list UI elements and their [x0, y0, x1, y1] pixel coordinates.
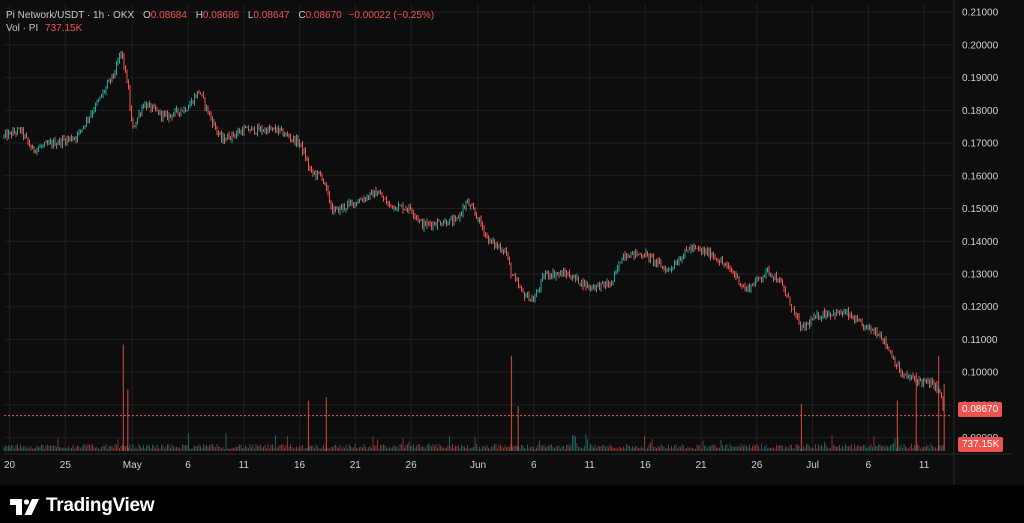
volume-bars: [3, 344, 945, 451]
time-tick-label: 11: [919, 460, 930, 471]
price-tick-label: 0.11000: [962, 335, 998, 346]
price-tick-label: 0.20000: [962, 40, 999, 51]
price-tick-label: 0.18000: [962, 106, 999, 117]
last-price-badge: 0.08670: [958, 402, 1003, 417]
time-tick-label: 26: [406, 460, 418, 471]
time-tick-label: 21: [350, 460, 362, 471]
price-tick-label: 0.17000: [962, 139, 999, 150]
price-tick-label: 0.19000: [962, 73, 999, 84]
chart-legend: Pi Network/USDT · 1h · OKX O0.08684 H0.0…: [6, 9, 434, 35]
legend-change: −0.00022 (−0.25%): [348, 10, 435, 21]
price-tick-label: 0.21000: [962, 8, 999, 19]
price-axis[interactable]: 0.21000 0.20000 0.19000 0.18000 0.17000 0.160…: [962, 8, 999, 444]
time-tick-label: 6: [866, 460, 872, 471]
time-tick-label: 11: [239, 460, 250, 471]
time-tick-label: 11: [584, 460, 595, 471]
time-tick-label: 6: [531, 460, 537, 471]
legend-high-value: 0.08686: [202, 10, 240, 21]
legend-ohlc-row: Pi Network/USDT · 1h · OKX O0.08684 H0.0…: [6, 9, 434, 22]
time-tick-label: 25: [60, 460, 72, 471]
brand-name: TradingView: [46, 495, 155, 516]
price-tick-label: 0.10000: [962, 368, 999, 379]
time-tick-label: 26: [751, 460, 763, 471]
time-tick-label: 6: [185, 460, 191, 471]
legend-open-value: 0.08684: [150, 10, 187, 21]
time-axis[interactable]: 20 25 May 6 11 16 21 26 Jun 6 11 16 21 26 Jul 6 11: [4, 460, 930, 471]
tradingview-brand[interactable]: TradingView: [10, 493, 155, 519]
legend-volume-label: Vol · PI: [6, 23, 39, 34]
legend-close-value: 0.08670: [305, 10, 342, 21]
time-tick-label: May: [123, 460, 142, 471]
price-tick-label: 0.13000: [962, 269, 999, 280]
price-tick-label: 0.14000: [962, 237, 999, 248]
legend-low-value: 0.08647: [253, 10, 290, 21]
chart-frame[interactable]: 0.21000 0.20000 0.19000 0.18000 0.17000 0.160…: [0, 0, 1024, 485]
time-tick-label: 20: [4, 460, 16, 471]
legend-volume-value: 737.15K: [45, 23, 83, 34]
legend-open-label: O: [142, 10, 151, 21]
time-tick-label: 16: [294, 460, 306, 471]
price-tick-label: 0.12000: [962, 302, 999, 313]
legend-symbol: Pi Network/USDT · 1h · OKX: [6, 10, 135, 21]
legend-close-label: C: [298, 10, 306, 21]
time-tick-label: Jun: [470, 460, 486, 471]
tradingview-logo-icon: [10, 499, 39, 515]
chart-canvas[interactable]: 0.21000 0.20000 0.19000 0.18000 0.17000 0.160…: [0, 0, 1024, 485]
time-tick-label: Jul: [806, 460, 819, 471]
grid-lines: [4, 0, 1012, 485]
legend-volume-row: Vol · PI 737.15K: [6, 22, 434, 35]
candles: [3, 51, 944, 411]
time-tick-label: 21: [695, 460, 707, 471]
price-tick-label: 0.15000: [962, 204, 999, 215]
price-tick-label: 0.16000: [962, 171, 999, 182]
time-tick-label: 16: [640, 460, 652, 471]
legend-low-label: L: [247, 10, 254, 21]
last-volume-badge: 737.15K: [958, 437, 1004, 452]
legend-high-label: H: [195, 10, 203, 21]
